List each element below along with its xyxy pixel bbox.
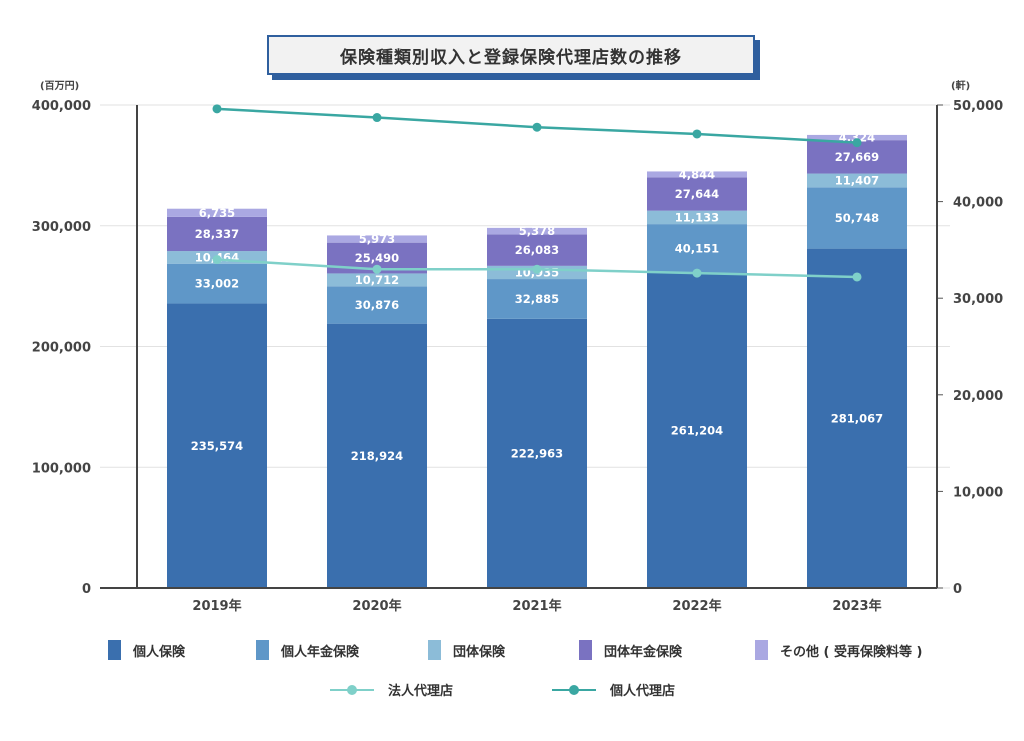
line-point — [372, 264, 382, 274]
y-left-tick-label: 100,000 — [32, 461, 91, 476]
bar-data-label: 28,337 — [195, 227, 239, 241]
bar-data-label: 50,748 — [835, 211, 879, 225]
y-right-tick-label: 30,000 — [953, 292, 1003, 307]
bar-data-label: 27,644 — [675, 187, 719, 201]
bar-segment — [647, 210, 747, 225]
bar-data-label: 33,002 — [195, 277, 239, 291]
bar-data-label: 222,963 — [511, 446, 563, 460]
line-series — [212, 104, 862, 282]
legend-label: 個人代理店 — [610, 684, 676, 699]
legend-label: 団体保険 — [453, 644, 506, 660]
bar-data-label: 235,574 — [191, 439, 243, 453]
chart-title: 保険種類別収入と登録保険代理店数の推移 — [267, 35, 755, 75]
y-left-tick-label: 200,000 — [32, 341, 91, 356]
bar-data-label: 281,067 — [831, 411, 883, 425]
bar-data-label: 30,876 — [355, 298, 399, 312]
legend-label: その他 ( 受再保険料等 ) — [780, 644, 923, 660]
chart-title-box: 保険種類別収入と登録保険代理店数の推移 — [267, 35, 760, 80]
bar-data-label: 218,924 — [351, 449, 403, 463]
bar-segment — [807, 187, 907, 249]
legend-item-sonota: その他 ( 受再保険料等 ) — [755, 640, 922, 660]
x-tick-label: 2022年 — [672, 598, 721, 614]
legend-label: 個人保険 — [133, 644, 186, 660]
bar-stacks: 235,57433,00210,46428,3376,7352019年218,9… — [167, 131, 907, 614]
right-axis-unit: (軒) — [951, 79, 970, 92]
x-tick-label: 2021年 — [512, 598, 561, 614]
legend-label: 個人年金保険 — [281, 644, 360, 660]
legend-swatch — [256, 640, 269, 660]
bar-data-label: 5,378 — [519, 224, 555, 238]
bar-segment — [167, 303, 267, 588]
bar-data-label: 6,735 — [199, 206, 235, 220]
legend-label: 団体年金保険 — [604, 644, 683, 660]
bar-segment — [487, 234, 587, 266]
legend-item-dantai-hoken: 団体保険 — [428, 640, 505, 660]
y-left-tick-label: 300,000 — [32, 220, 91, 235]
line-point — [532, 264, 542, 274]
y-left-tick-label: 0 — [82, 582, 91, 597]
bar-segment — [807, 134, 907, 141]
bar-segment — [647, 272, 747, 588]
y-right-tick-label: 0 — [953, 582, 962, 597]
bar-segment — [327, 273, 427, 287]
line-point — [212, 255, 222, 265]
y-right-tick-label: 20,000 — [953, 389, 1003, 404]
left-axis-unit: (百万円) — [40, 80, 79, 92]
legend-item-kojin-dairiten: 個人代理店 — [552, 680, 675, 699]
bar-segment — [167, 263, 267, 304]
legend-item-kojin-nenkin: 個人年金保険 — [256, 640, 359, 660]
bar-data-label: 25,490 — [355, 251, 399, 265]
bar-data-label: 26,083 — [515, 243, 559, 257]
bar-segment — [487, 227, 587, 235]
legend-line-marker — [552, 683, 596, 697]
x-tick-label: 2023年 — [832, 598, 881, 614]
line-point — [852, 138, 862, 148]
legend-item-dantai-nenkin: 団体年金保険 — [579, 640, 682, 660]
bar-segment — [487, 279, 587, 319]
bar-segment — [327, 286, 427, 324]
bar-data-label: 27,669 — [835, 150, 879, 164]
bar-segment — [167, 216, 267, 252]
line-point — [212, 104, 222, 114]
bar-segment — [807, 248, 907, 588]
bar-segment — [807, 173, 907, 188]
line-point — [692, 129, 702, 139]
bar-data-label: 40,151 — [675, 241, 719, 255]
legend-label: 法人代理店 — [388, 684, 454, 699]
bar-segment — [327, 235, 427, 243]
line-point — [532, 122, 542, 132]
y-right-tick-label: 10,000 — [953, 485, 1003, 500]
legend-item-kojin-hoken: 個人保険 — [108, 640, 185, 660]
y-left-tick-label: 400,000 — [32, 99, 91, 114]
bar-segment — [487, 318, 587, 588]
x-tick-label: 2019年 — [192, 598, 241, 614]
axes — [100, 105, 938, 589]
bar-data-label: 4,844 — [679, 167, 715, 181]
bar-data-label: 32,885 — [515, 292, 559, 306]
legend-swatch — [755, 640, 768, 660]
bar-data-label: 261,204 — [671, 423, 723, 437]
x-tick-label: 2020年 — [352, 598, 401, 614]
legend-swatch — [579, 640, 592, 660]
bar-segment — [647, 177, 747, 211]
legend-swatch — [428, 640, 441, 660]
line-point — [372, 113, 382, 123]
bar-segment — [327, 323, 427, 588]
legend-item-hojin-dairiten: 法人代理店 — [330, 680, 453, 699]
bar-data-label: 11,133 — [675, 210, 719, 224]
bar-data-label: 10,712 — [355, 273, 399, 287]
y-right-tick-label: 40,000 — [953, 196, 1003, 211]
bar-segment — [167, 208, 267, 217]
bar-data-label: 11,407 — [835, 173, 879, 187]
bar-data-label: 5,973 — [359, 232, 395, 246]
line-point — [692, 268, 702, 278]
bar-segment — [647, 224, 747, 273]
line-point — [852, 272, 862, 282]
y-right-tick-label: 50,000 — [953, 99, 1003, 114]
legend-swatch — [108, 640, 121, 660]
bar-segment — [647, 171, 747, 178]
legend-line-marker — [330, 683, 374, 697]
